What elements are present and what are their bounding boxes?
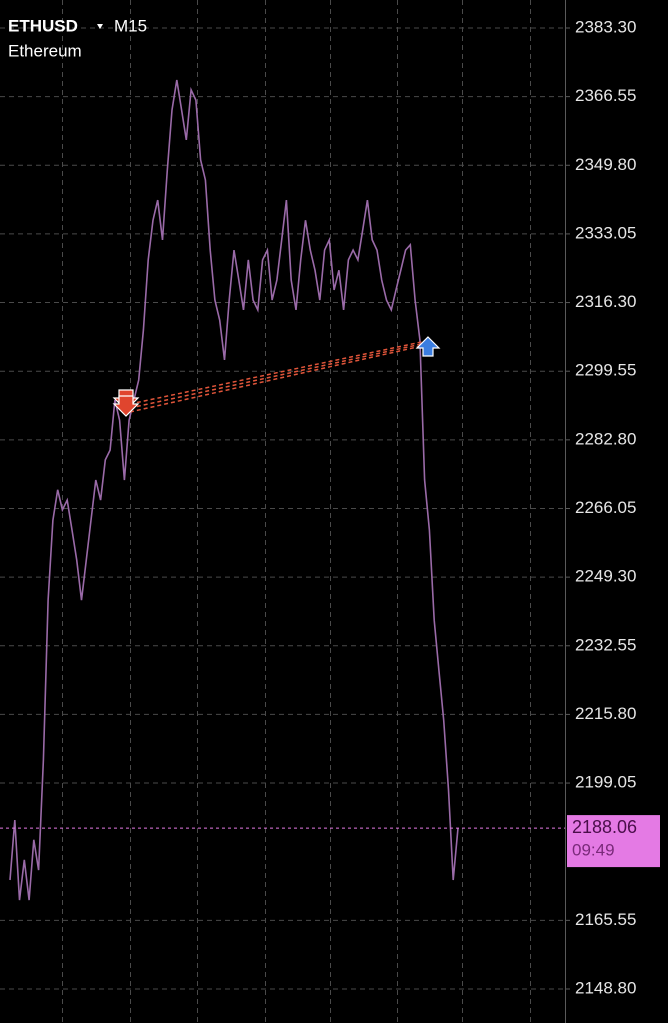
y-tick-label: 2266.05 [575, 498, 636, 517]
price-line [9, 79, 459, 901]
plot-area [0, 27, 565, 990]
price-axis: 2383.30 2366.55 2349.80 2333.05 2316.30 2299.… [565, 17, 636, 997]
sell-markers [112, 389, 140, 417]
trade-line [129, 344, 427, 413]
y-tick-label: 2215.80 [575, 704, 636, 723]
trade-line [129, 340, 427, 405]
y-tick-label: 2199.05 [575, 773, 636, 792]
current-price-label: 2188.06 [572, 817, 637, 837]
buy-arrow [415, 336, 441, 357]
timeframe[interactable]: M15 [114, 16, 147, 35]
y-tick-label: 2316.30 [575, 292, 636, 311]
trade-line [129, 342, 427, 409]
y-tick-label: 2282.80 [575, 429, 636, 448]
y-tick-label: 2366.55 [575, 86, 636, 105]
y-tick-label: 2333.05 [575, 223, 636, 242]
y-tick-label: 2383.30 [575, 17, 636, 36]
y-tick-label: 2148.80 [575, 978, 636, 997]
current-price-box [567, 815, 660, 868]
current-price: 2188.06 09:49 [0, 815, 660, 868]
symbol[interactable]: ETHUSD [8, 16, 78, 35]
y-tick-label: 2299.55 [575, 361, 636, 380]
y-tick-label: 2232.55 [575, 635, 636, 654]
symbol-dropdown[interactable] [97, 24, 103, 29]
y-tick-label: 2165.55 [575, 910, 636, 929]
sell-arrow [112, 395, 140, 417]
trade-lines [129, 340, 427, 413]
y-tick-label: 2349.80 [575, 155, 636, 174]
subtitle: Ethereum [8, 41, 82, 60]
vertical-grid [62, 0, 531, 1023]
countdown: 09:49 [572, 841, 615, 860]
y-tick-label: 2249.30 [575, 567, 636, 586]
